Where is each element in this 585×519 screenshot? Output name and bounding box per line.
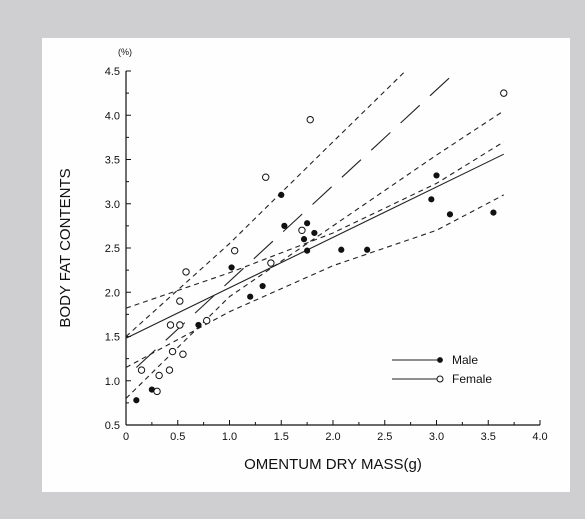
y-tick-label: 4.0 (105, 110, 120, 122)
scatter-chart: 0 0.5 1.0 1.5 2.0 2.5 3.0 3.5 4.00.51.01.52.02.5… (57, 47, 548, 473)
x-tick-label: 1.0 (222, 431, 237, 443)
y-axis-title: BODY FAT CONTENTS (57, 168, 74, 327)
y-tick-label: 1.0 (105, 376, 120, 388)
ci-lower-female (126, 110, 505, 399)
x-tick-label: 3.5 (481, 431, 496, 443)
data-points (133, 89, 508, 404)
ci-upper-female (126, 71, 406, 337)
point-male (133, 397, 140, 404)
point-female (166, 321, 175, 329)
y-tick-label: 2.0 (105, 287, 120, 299)
point-male (300, 236, 308, 243)
y-tick-label: 1.5 (105, 332, 120, 344)
point-male (311, 229, 318, 237)
y-axis-unit: (%) (118, 47, 132, 57)
point-female (179, 350, 187, 358)
point-male (278, 191, 285, 198)
point-male (428, 196, 435, 203)
point-female (306, 115, 314, 124)
point-female (500, 89, 508, 97)
x-tick-label: 4.0 (532, 431, 547, 443)
point-female (182, 268, 190, 276)
point-male (281, 222, 288, 229)
point-female (168, 347, 177, 356)
point-female (153, 387, 161, 396)
axis-labels: (%) OMENTUM DRY MASS(g) BODY FAT CONTENT… (57, 47, 422, 473)
y-tick-label: 3.0 (105, 199, 120, 211)
x-tick-label: 2.0 (325, 431, 340, 443)
legend-marker-male (437, 357, 443, 363)
point-male (490, 209, 497, 216)
point-male (259, 282, 266, 290)
x-tick-label: 0 (123, 431, 129, 443)
legend-marker-female (436, 375, 444, 383)
ci-upper-male (126, 141, 505, 309)
point-female (203, 316, 211, 325)
point-female (267, 259, 275, 267)
point-female (165, 366, 174, 374)
x-tick-label: 3.0 (429, 431, 444, 443)
point-female (137, 366, 146, 374)
y-tick-label: 4.5 (105, 66, 120, 78)
point-female (230, 246, 239, 255)
point-male (338, 246, 345, 253)
point-female (176, 297, 184, 305)
point-male (195, 321, 202, 329)
point-male (247, 293, 254, 300)
point-male (433, 172, 440, 179)
x-tick-label: 1.5 (274, 431, 289, 443)
legend: Male Female (392, 353, 492, 386)
point-female (176, 321, 184, 329)
point-female (298, 226, 306, 235)
y-tick-label: 3.5 (105, 155, 120, 167)
fit-line-male (126, 153, 505, 339)
axes: 0 0.5 1.0 1.5 2.0 2.5 3.0 3.5 4.00.51.01.52.02.5… (105, 66, 548, 443)
y-tick-label: 2.5 (105, 243, 120, 255)
point-male (446, 211, 454, 218)
point-male (364, 246, 371, 253)
chart-panel: 0 0.5 1.0 1.5 2.0 2.5 3.0 3.5 4.0 0.5 1.0 1.5 2.0 2.5… (42, 38, 570, 492)
point-male (304, 220, 311, 227)
ci-lower-male (126, 194, 505, 368)
point-female (155, 371, 163, 380)
fit-line-female (135, 75, 453, 368)
x-axis-title: OMENTUM DRY MASS(g) (244, 456, 422, 473)
point-female (262, 173, 270, 181)
y-tick-label: 0.5 (105, 420, 120, 432)
point-male (304, 247, 311, 254)
point-male (228, 264, 235, 271)
x-tick-label: 2.5 (377, 431, 392, 443)
legend-label-male: Male (452, 353, 478, 367)
x-tick-label: 0.5 (170, 431, 185, 443)
regression-lines (126, 75, 505, 368)
legend-label-female: Female (452, 372, 492, 386)
